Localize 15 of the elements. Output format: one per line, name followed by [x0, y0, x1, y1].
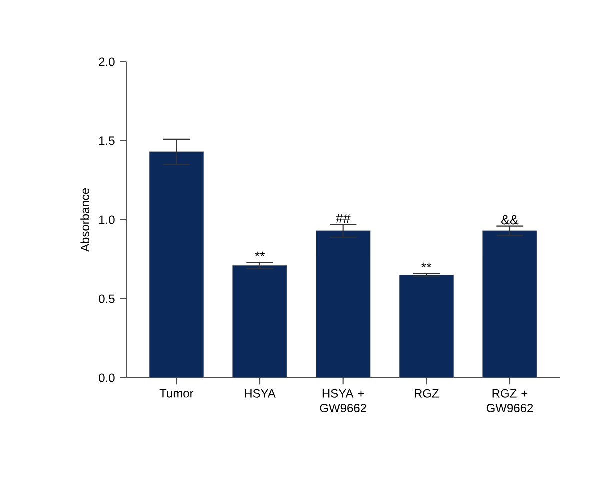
y-tick-label: 1.0	[100, 216, 115, 224]
annotation: **	[255, 252, 265, 257]
y-tick-label: 0.5	[99, 294, 115, 304]
annotation: &&	[502, 215, 519, 225]
annotation: **	[422, 262, 432, 268]
x-tick-label: HSYA	[245, 389, 276, 398]
x-tick-label: HSYA + GW9662	[320, 389, 366, 413]
x-tick-label: RGZ + GW9662	[486, 389, 534, 413]
x-tick-label: Tumor	[160, 389, 194, 398]
y-tick-label: 1.5	[100, 136, 115, 146]
y-axis-title: Absorbance	[80, 188, 90, 252]
y-tick-label: 0.0	[99, 374, 115, 382]
annotation: ##	[336, 214, 351, 224]
x-tick-label: RGZ	[414, 389, 439, 398]
y-tick-label: 2.0	[99, 58, 115, 66]
